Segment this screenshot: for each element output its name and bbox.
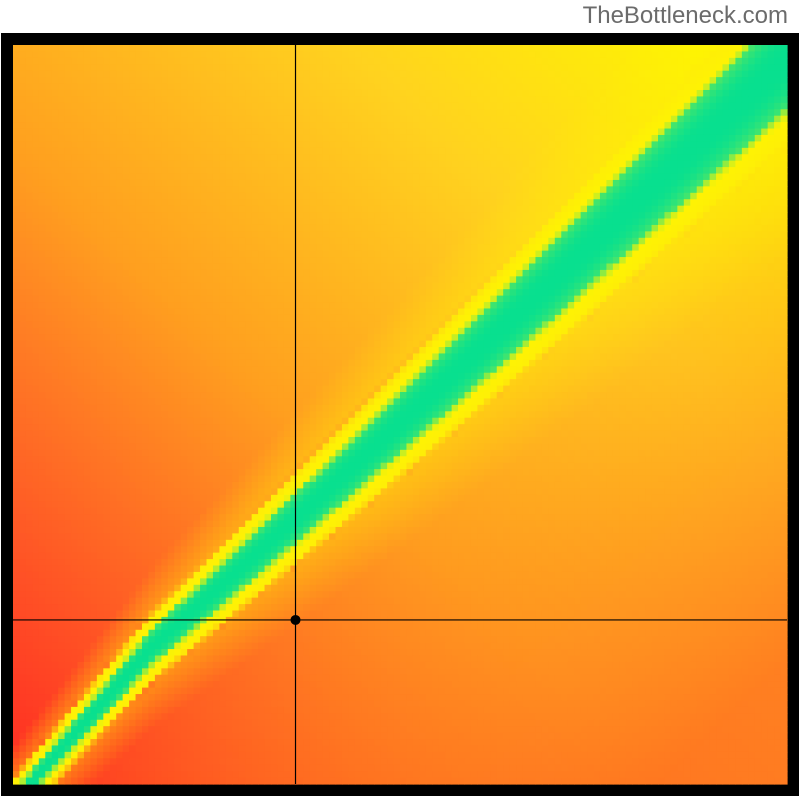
marker-dot <box>291 615 301 625</box>
plot-area <box>1 33 799 796</box>
watermark: TheBottleneck.com <box>583 2 788 30</box>
heatmap-svg <box>1 33 799 796</box>
chart-container: TheBottleneck.com <box>0 0 800 800</box>
